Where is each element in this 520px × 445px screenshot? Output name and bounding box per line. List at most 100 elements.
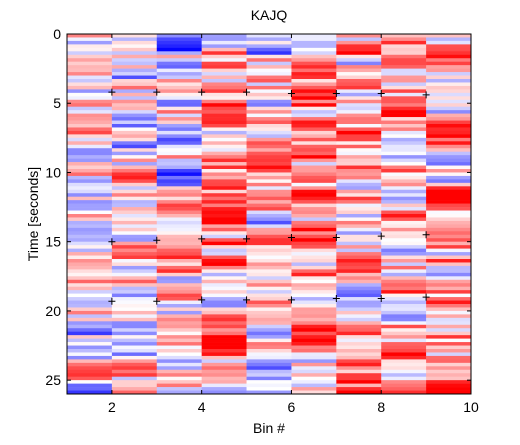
heatmap-cell <box>426 245 472 249</box>
heatmap-cell <box>246 155 292 159</box>
heatmap-cell <box>111 34 158 38</box>
heatmap-cell <box>156 148 202 152</box>
heatmap-cell <box>111 117 158 121</box>
heatmap-cell <box>381 376 427 381</box>
heatmap-cell <box>291 175 337 180</box>
heatmap-cell <box>201 203 247 208</box>
heatmap-cell <box>201 186 247 191</box>
heatmap-cell <box>426 158 472 163</box>
heatmap-cell <box>67 148 113 152</box>
heatmap-cell <box>67 262 113 267</box>
heatmap-cell <box>111 65 158 69</box>
heatmap-cell <box>67 214 113 218</box>
heatmap-cell <box>291 189 337 194</box>
heatmap-cell <box>111 151 158 156</box>
heatmap-cell <box>156 200 202 204</box>
heatmap-cell <box>67 248 113 253</box>
heatmap-cell <box>336 82 382 87</box>
heatmap-cell <box>426 82 472 87</box>
heatmap-cell <box>426 54 472 59</box>
heatmap-cell <box>67 304 113 308</box>
heatmap-cell <box>111 383 158 388</box>
heatmap-cell <box>381 40 427 45</box>
heatmap-cell <box>426 252 472 256</box>
heatmap-cell <box>381 165 427 170</box>
heatmap-cell <box>291 79 337 83</box>
heatmap-cell <box>336 165 382 170</box>
heatmap-cell <box>426 196 472 201</box>
heatmap-cell <box>67 373 113 377</box>
heatmap-cell <box>67 182 113 187</box>
heatmap-cell <box>201 207 247 211</box>
heatmap-cell <box>291 144 337 149</box>
heatmap-cell <box>336 179 382 184</box>
event-marker <box>108 297 116 305</box>
heatmap-cell <box>336 217 382 222</box>
heatmap-cell <box>201 279 247 284</box>
heatmap-cell <box>336 321 382 326</box>
heatmap-cell <box>381 283 427 287</box>
event-marker <box>153 88 161 96</box>
heatmap-cell <box>336 276 382 281</box>
event-marker <box>332 294 340 302</box>
heatmap-cell <box>156 89 202 94</box>
heatmap-cell <box>336 331 382 336</box>
heatmap-cell <box>111 103 158 107</box>
heatmap-cell <box>246 390 292 395</box>
heatmap-cell <box>111 82 158 87</box>
heatmap-cell <box>201 245 247 249</box>
heatmap-cell <box>336 172 382 177</box>
heatmap-cell <box>336 307 382 312</box>
heatmap-cell <box>336 220 382 225</box>
heatmap-cell <box>291 182 337 187</box>
heatmap-cell <box>201 169 247 173</box>
heatmap-cell <box>201 47 247 52</box>
heatmap-cell <box>426 224 472 229</box>
heatmap-cell <box>156 317 202 322</box>
heatmap-cell <box>201 214 247 218</box>
heatmap-cell <box>336 210 382 215</box>
heatmap-cell <box>67 75 113 80</box>
heatmap-cell <box>246 196 292 201</box>
heatmap-cell <box>291 234 337 239</box>
heatmap-cell <box>111 241 158 246</box>
heatmap-cell <box>291 366 337 371</box>
heatmap-cell <box>201 331 247 336</box>
heatmap-cell <box>246 103 292 107</box>
heatmap-cell <box>201 68 247 73</box>
heatmap-cell <box>201 113 247 118</box>
heatmap-cell <box>201 130 247 135</box>
heatmap-cell <box>156 373 202 377</box>
heatmap-cell <box>381 234 427 239</box>
heatmap-cell <box>111 265 158 270</box>
heatmap-cell <box>156 92 202 97</box>
heatmap-cell <box>67 137 113 142</box>
heatmap-cell <box>201 259 247 263</box>
y-tick-label: 25 <box>45 372 61 388</box>
heatmap-cell <box>156 304 202 308</box>
heatmap-cell <box>381 54 427 59</box>
heatmap-cell <box>156 297 202 301</box>
heatmap-cell <box>111 224 158 229</box>
heatmap-cell <box>246 314 292 319</box>
heatmap-cell <box>426 99 472 104</box>
heatmap-cell <box>336 162 382 166</box>
heatmap-cell <box>201 179 247 184</box>
heatmap-cell <box>201 200 247 204</box>
heatmap-cell <box>426 352 472 357</box>
heatmap-cell <box>246 352 292 357</box>
heatmap-cell <box>156 72 202 76</box>
heatmap-cell <box>336 72 382 76</box>
heatmap-cell <box>156 175 202 180</box>
heatmap-cell <box>156 68 202 73</box>
heatmap-cell <box>291 68 337 73</box>
event-marker <box>153 297 161 305</box>
heatmap-cell <box>67 96 113 101</box>
heatmap-cell <box>336 387 382 391</box>
heatmap-cell <box>156 338 202 343</box>
heatmap-cell <box>246 373 292 377</box>
heatmap-cell <box>67 265 113 270</box>
heatmap-cell <box>381 279 427 284</box>
heatmap-cell <box>246 286 292 291</box>
heatmap-cell <box>67 196 113 201</box>
